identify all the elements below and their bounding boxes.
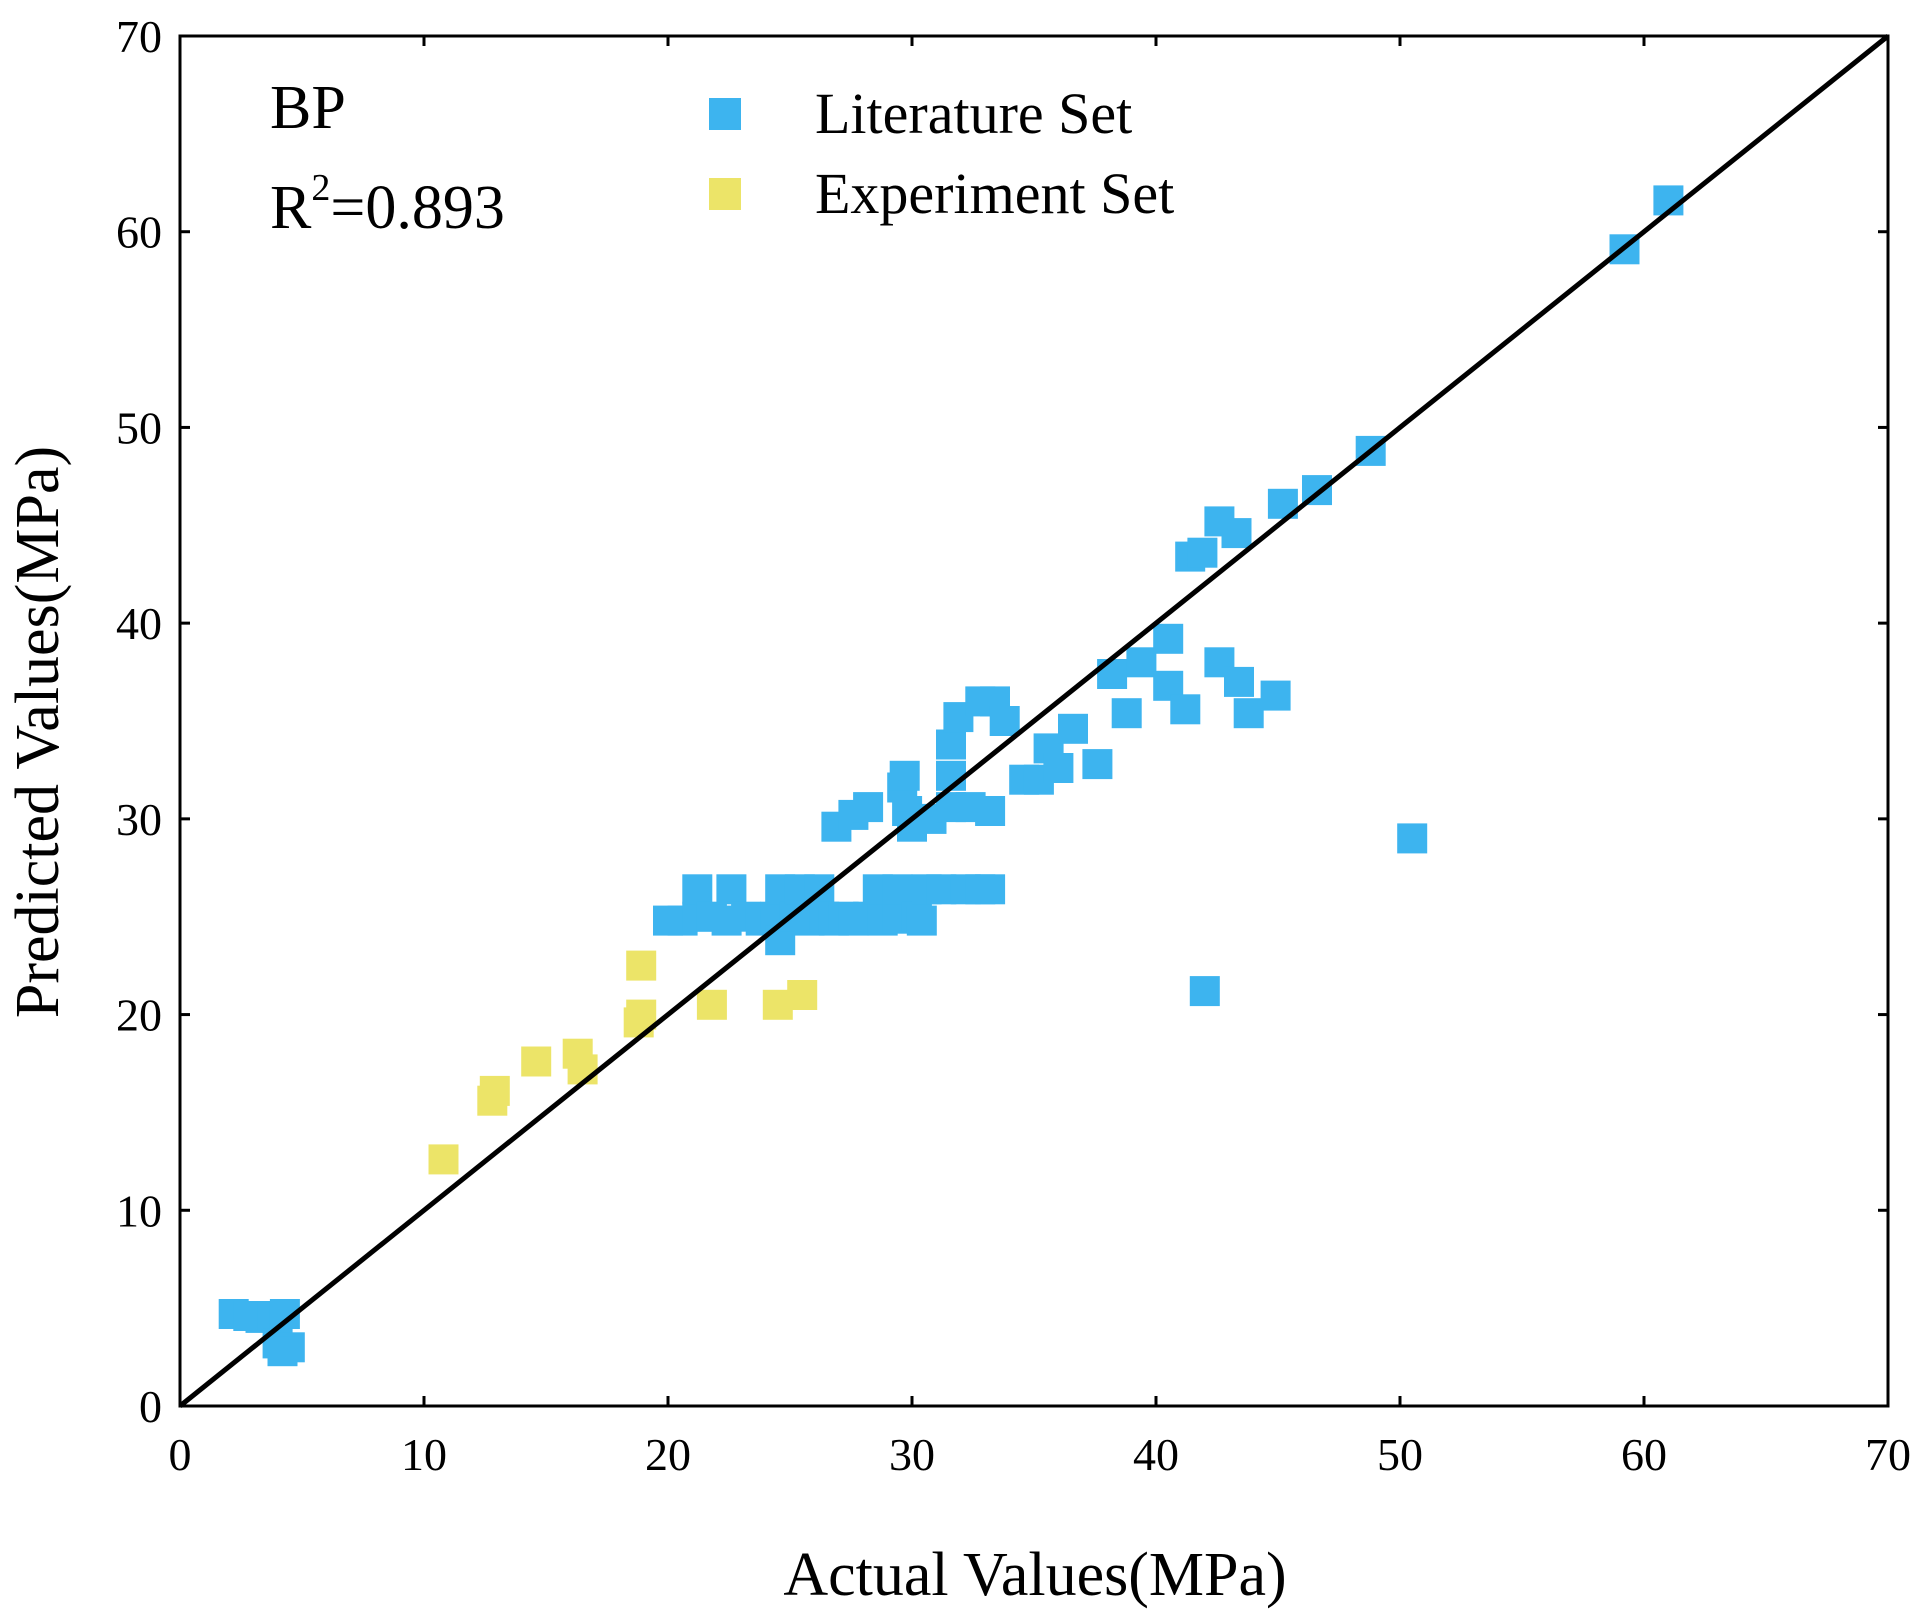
y-tick-label-60: 60	[116, 207, 162, 258]
point-literature-set-60	[1043, 753, 1074, 783]
r-squared-label: R2=0.893	[270, 167, 505, 242]
legend-swatch-experiment-set	[709, 178, 741, 210]
point-literature-set-65	[1126, 647, 1157, 678]
point-literature-set-53	[975, 796, 1006, 826]
point-literature-set-47	[936, 729, 966, 760]
point-experiment-set-8	[626, 950, 657, 981]
x-tick-label-50: 50	[1377, 1429, 1423, 1480]
r-squared-value: =0.893	[330, 174, 504, 242]
point-literature-set-11	[682, 874, 713, 905]
point-literature-set-41	[906, 905, 937, 936]
point-literature-set-7	[267, 1336, 298, 1367]
point-experiment-set-3	[521, 1046, 552, 1077]
point-experiment-set-9	[696, 989, 727, 1020]
y-tick-label-30: 30	[116, 794, 162, 845]
axis-ticks: 0 10 20 30 40 50 60 70 0 10 20 30 40 50 60 70	[116, 11, 1911, 1480]
point-literature-set-35	[882, 874, 913, 905]
model-label: BP	[270, 74, 346, 142]
marks-layer	[218, 185, 1684, 1367]
point-literature-set-56	[989, 706, 1020, 736]
point-literature-set-75	[1224, 666, 1254, 697]
x-tick-label-20: 20	[645, 1429, 691, 1480]
legend-label-literature-set: Literature Set	[815, 81, 1132, 146]
point-experiment-set-5	[567, 1054, 598, 1085]
point-experiment-set-2	[479, 1075, 510, 1106]
point-literature-set-31	[853, 792, 884, 823]
point-experiment-set-7	[626, 999, 657, 1030]
x-tick-label-0: 0	[169, 1429, 192, 1480]
legend-swatch-literature-set	[709, 98, 741, 130]
y-tick-label-10: 10	[116, 1185, 162, 1236]
r-squared-prefix: R	[270, 174, 312, 242]
point-literature-set-55	[975, 874, 1006, 905]
y-tick-label-0: 0	[139, 1381, 162, 1432]
x-axis-title: Actual Values(MPa)	[783, 1541, 1286, 1609]
y-tick-label-20: 20	[116, 990, 162, 1041]
point-literature-set-68	[1170, 694, 1201, 725]
x-tick-label-30: 30	[889, 1429, 935, 1480]
point-literature-set-37	[889, 760, 920, 791]
point-literature-set-66	[1153, 623, 1184, 654]
point-experiment-set-0	[428, 1144, 459, 1175]
point-literature-set-63	[1097, 659, 1128, 689]
point-literature-set-76	[1233, 698, 1264, 729]
y-tick-label-70: 70	[116, 11, 162, 62]
x-tick-label-70: 70	[1865, 1429, 1911, 1480]
point-literature-set-81	[1397, 823, 1428, 854]
point-experiment-set-11	[787, 980, 818, 1010]
r-squared-superscript: 2	[311, 167, 330, 209]
legend: Literature Set Experiment Set	[709, 81, 1174, 226]
legend-label-experiment-set: Experiment Set	[815, 161, 1174, 226]
point-literature-set-70	[1187, 537, 1218, 568]
point-literature-set-74	[1221, 518, 1252, 549]
point-literature-set-14	[716, 874, 747, 905]
point-literature-set-77	[1260, 680, 1291, 711]
x-tick-label-10: 10	[401, 1429, 447, 1480]
plot-area-frame	[178, 34, 1890, 1408]
y-tick-label-40: 40	[116, 598, 162, 649]
x-tick-label-40: 40	[1133, 1429, 1179, 1480]
point-literature-set-71	[1189, 976, 1220, 1007]
y-tick-label-50: 50	[116, 402, 162, 453]
point-literature-set-61	[1058, 713, 1088, 744]
x-tick-label-60: 60	[1621, 1429, 1667, 1480]
point-literature-set-62	[1082, 749, 1113, 780]
reference-line	[178, 34, 1890, 1408]
point-literature-set-64	[1111, 698, 1142, 729]
y-axis-title: Predicted Values(MPa)	[4, 446, 72, 1018]
